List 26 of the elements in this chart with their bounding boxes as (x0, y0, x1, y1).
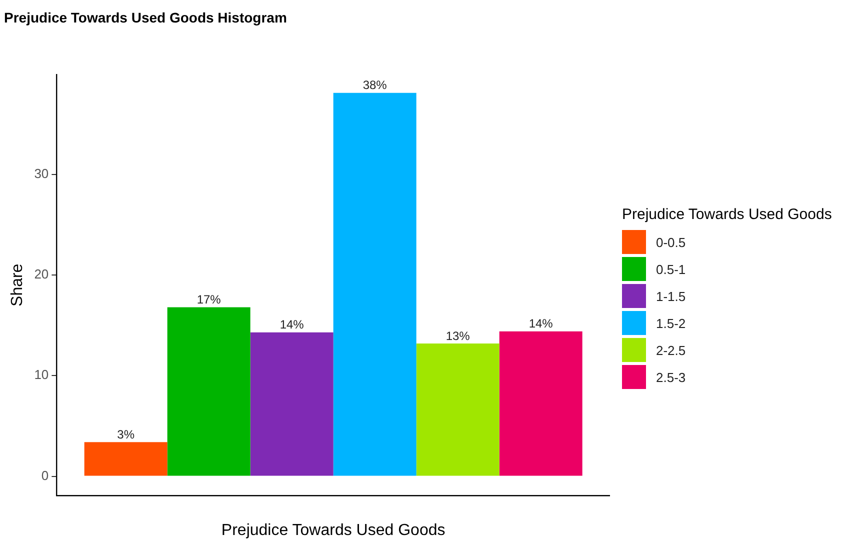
data-label: 3% (117, 427, 135, 442)
x-axis-title: Prejudice Towards Used Goods (221, 522, 446, 539)
bar (167, 307, 250, 476)
chart-title: Prejudice Towards Used Goods Histogram (4, 9, 287, 26)
legend-label: 1-1.5 (656, 288, 686, 304)
y-tick-label: 20 (34, 266, 49, 282)
data-label: 14% (528, 316, 554, 331)
legend-label: 0.5-1 (656, 262, 686, 276)
y-axis-title: Share (9, 264, 26, 306)
bar (250, 332, 334, 476)
bar (84, 442, 168, 476)
bar (416, 343, 500, 476)
legend-label: 1.5-2 (656, 316, 686, 330)
data-label: 14% (280, 318, 304, 332)
data-label: 38% (362, 78, 388, 92)
bar (499, 331, 582, 476)
data-label: 13% (446, 328, 470, 343)
y-tick-label: 0 (41, 468, 49, 483)
legend-label: 2-2.5 (656, 342, 686, 358)
legend-label: 2.5-3 (656, 370, 686, 384)
y-tick-label: 30 (34, 166, 49, 181)
data-label: 17% (196, 292, 222, 307)
legend-label: 0-0.5 (656, 234, 686, 250)
legend-title: Prejudice Towards Used Goods (622, 206, 832, 223)
bar (333, 92, 416, 476)
y-tick-label: 10 (34, 367, 49, 382)
